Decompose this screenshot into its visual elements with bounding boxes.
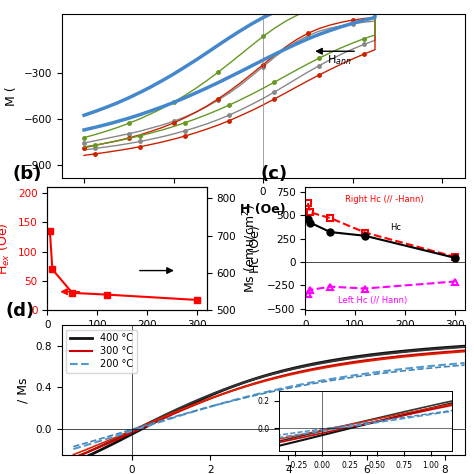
200 °C <box>308 380 314 385</box>
400 °C <box>71 460 76 465</box>
300 °C <box>94 445 100 451</box>
300 °C <box>462 348 467 354</box>
Line: 300 °C: 300 °C <box>73 351 465 458</box>
Legend: 400 °C, 300 °C, 200 °C: 400 °C, 300 °C, 200 °C <box>66 329 137 373</box>
400 °C <box>367 352 373 358</box>
Text: H$_{ann}$: H$_{ann}$ <box>327 54 351 67</box>
400 °C <box>407 347 413 353</box>
Text: (b): (b) <box>12 164 42 182</box>
300 °C <box>319 365 325 370</box>
Y-axis label: Ms (emu/cm$^2$): Ms (emu/cm$^2$) <box>242 204 259 293</box>
Y-axis label: H$_{ex}$ (Oe): H$_{ex}$ (Oe) <box>0 222 12 275</box>
Text: Hc: Hc <box>390 223 401 232</box>
400 °C <box>462 343 467 349</box>
Y-axis label: M (: M ( <box>5 86 18 106</box>
Text: Left Hc (// Hann): Left Hc (// Hann) <box>337 296 407 305</box>
Text: (d): (d) <box>5 301 35 319</box>
Text: Right Hc (// -Hann): Right Hc (// -Hann) <box>345 195 424 204</box>
200 °C <box>298 382 303 387</box>
300 °C <box>71 455 76 461</box>
Line: 200 °C: 200 °C <box>73 363 465 449</box>
Text: (c): (c) <box>261 164 288 182</box>
Y-axis label: Hc (Oe): Hc (Oe) <box>248 225 262 273</box>
Line: 400 °C: 400 °C <box>73 346 465 463</box>
300 °C <box>407 352 413 358</box>
X-axis label: T (K): T (K) <box>368 336 402 349</box>
300 °C <box>367 357 373 363</box>
200 °C <box>71 446 76 452</box>
400 °C <box>298 364 303 369</box>
Y-axis label: / Ms: / Ms <box>17 377 30 402</box>
200 °C <box>462 360 467 366</box>
X-axis label: H (Oe): H (Oe) <box>240 203 286 216</box>
200 °C <box>367 370 373 376</box>
X-axis label: T (K): T (K) <box>110 336 144 349</box>
300 °C <box>298 369 303 374</box>
400 °C <box>308 362 314 367</box>
200 °C <box>319 378 325 383</box>
200 °C <box>407 365 413 371</box>
300 °C <box>308 366 314 372</box>
400 °C <box>319 359 325 365</box>
400 °C <box>94 449 100 455</box>
200 °C <box>94 439 100 445</box>
